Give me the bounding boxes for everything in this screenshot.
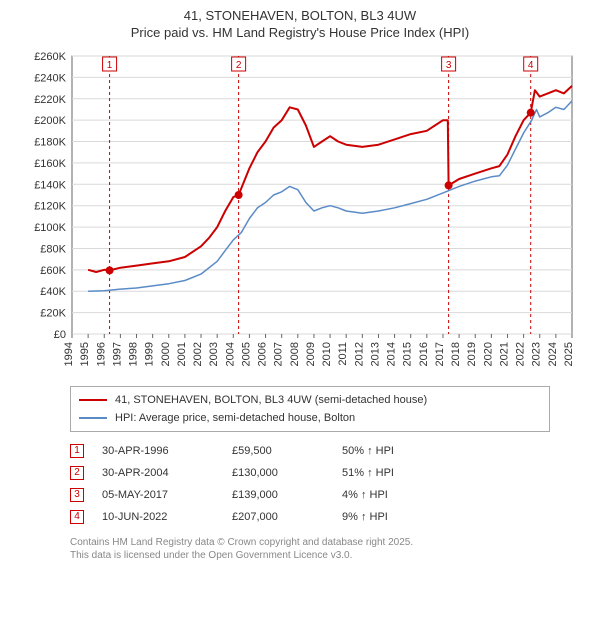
svg-text:2002: 2002 [192, 342, 204, 366]
svg-text:1996: 1996 [95, 342, 107, 366]
svg-text:2005: 2005 [240, 342, 252, 366]
legend: 41, STONEHAVEN, BOLTON, BL3 4UW (semi-de… [70, 386, 550, 432]
svg-text:1995: 1995 [79, 342, 91, 366]
svg-text:2009: 2009 [305, 342, 317, 366]
svg-text:2012: 2012 [353, 342, 365, 366]
event-marker-box: 4 [70, 510, 84, 524]
svg-text:2023: 2023 [531, 342, 543, 366]
legend-label: HPI: Average price, semi-detached house,… [115, 412, 355, 424]
svg-text:2004: 2004 [224, 342, 236, 366]
event-marker-box: 3 [70, 488, 84, 502]
svg-text:2022: 2022 [515, 342, 527, 366]
svg-text:2010: 2010 [321, 342, 333, 366]
legend-swatch [79, 417, 107, 419]
footer-line1: Contains HM Land Registry data © Crown c… [70, 536, 590, 549]
svg-text:2000: 2000 [160, 342, 172, 366]
svg-text:2001: 2001 [176, 342, 188, 366]
svg-text:2015: 2015 [402, 342, 414, 366]
svg-text:£180K: £180K [34, 137, 66, 149]
svg-text:2019: 2019 [466, 342, 478, 366]
event-hpi: 4% ↑ HPI [342, 489, 452, 501]
event-hpi: 9% ↑ HPI [342, 511, 452, 523]
svg-text:2025: 2025 [563, 342, 575, 366]
svg-text:2014: 2014 [386, 342, 398, 366]
event-price: £130,000 [232, 467, 342, 479]
legend-item: 41, STONEHAVEN, BOLTON, BL3 4UW (semi-de… [79, 391, 541, 409]
title-block: 41, STONEHAVEN, BOLTON, BL3 4UW Price pa… [10, 8, 590, 40]
footer-line2: This data is licensed under the Open Gov… [70, 549, 590, 562]
event-marker-box: 2 [70, 466, 84, 480]
svg-text:£200K: £200K [34, 115, 66, 127]
title-line2: Price paid vs. HM Land Registry's House … [10, 25, 590, 40]
svg-text:1: 1 [107, 60, 113, 71]
event-marker-box: 1 [70, 444, 84, 458]
event-date: 30-APR-1996 [102, 445, 232, 457]
event-row: 2 30-APR-2004 £130,000 51% ↑ HPI [70, 462, 590, 484]
svg-text:2024: 2024 [547, 342, 559, 366]
svg-text:£160K: £160K [34, 158, 66, 170]
svg-text:2007: 2007 [273, 342, 285, 366]
svg-text:2008: 2008 [289, 342, 301, 366]
svg-text:2013: 2013 [369, 342, 381, 366]
svg-text:£0: £0 [54, 329, 66, 341]
svg-text:2020: 2020 [482, 342, 494, 366]
legend-swatch [79, 399, 107, 401]
svg-text:£100K: £100K [34, 222, 66, 234]
svg-text:2017: 2017 [434, 342, 446, 366]
footer-note: Contains HM Land Registry data © Crown c… [70, 536, 590, 562]
title-line1: 41, STONEHAVEN, BOLTON, BL3 4UW [10, 8, 590, 23]
event-price: £139,000 [232, 489, 342, 501]
legend-item: HPI: Average price, semi-detached house,… [79, 409, 541, 427]
chart-svg: £0 £20K £40K £60K £80K £100K £120K £140K £160K £1… [20, 48, 580, 378]
svg-text:1998: 1998 [128, 342, 140, 366]
event-date: 10-JUN-2022 [102, 511, 232, 523]
event-price: £59,500 [232, 445, 342, 457]
event-row: 4 10-JUN-2022 £207,000 9% ↑ HPI [70, 506, 590, 528]
svg-text:2011: 2011 [337, 342, 349, 366]
svg-text:3: 3 [446, 60, 452, 71]
svg-text:£20K: £20K [40, 308, 66, 320]
svg-text:£260K: £260K [34, 51, 66, 63]
svg-text:1994: 1994 [63, 342, 75, 366]
price-chart: £0 £20K £40K £60K £80K £100K £120K £140K £160K £1… [20, 48, 580, 378]
chart-card: 41, STONEHAVEN, BOLTON, BL3 4UW Price pa… [0, 0, 600, 570]
event-date: 30-APR-2004 [102, 467, 232, 479]
svg-text:2003: 2003 [208, 342, 220, 366]
svg-text:4: 4 [528, 60, 534, 71]
svg-text:1999: 1999 [144, 342, 156, 366]
event-row: 3 05-MAY-2017 £139,000 4% ↑ HPI [70, 484, 590, 506]
svg-text:2006: 2006 [257, 342, 269, 366]
svg-text:1997: 1997 [111, 342, 123, 366]
event-row: 1 30-APR-1996 £59,500 50% ↑ HPI [70, 440, 590, 462]
event-price: £207,000 [232, 511, 342, 523]
svg-text:2: 2 [236, 60, 242, 71]
event-date: 05-MAY-2017 [102, 489, 232, 501]
svg-text:£140K: £140K [34, 179, 66, 191]
event-hpi: 50% ↑ HPI [342, 445, 452, 457]
svg-text:£40K: £40K [40, 286, 66, 298]
svg-text:£120K: £120K [34, 201, 66, 213]
events-table: 1 30-APR-1996 £59,500 50% ↑ HPI 2 30-APR… [70, 440, 590, 528]
svg-text:2016: 2016 [418, 342, 430, 366]
event-hpi: 51% ↑ HPI [342, 467, 452, 479]
svg-text:2018: 2018 [450, 342, 462, 366]
legend-label: 41, STONEHAVEN, BOLTON, BL3 4UW (semi-de… [115, 394, 427, 406]
svg-text:2021: 2021 [498, 342, 510, 366]
svg-text:£240K: £240K [34, 72, 66, 84]
svg-text:£80K: £80K [40, 243, 66, 255]
svg-text:£220K: £220K [34, 94, 66, 106]
svg-text:£60K: £60K [40, 265, 66, 277]
